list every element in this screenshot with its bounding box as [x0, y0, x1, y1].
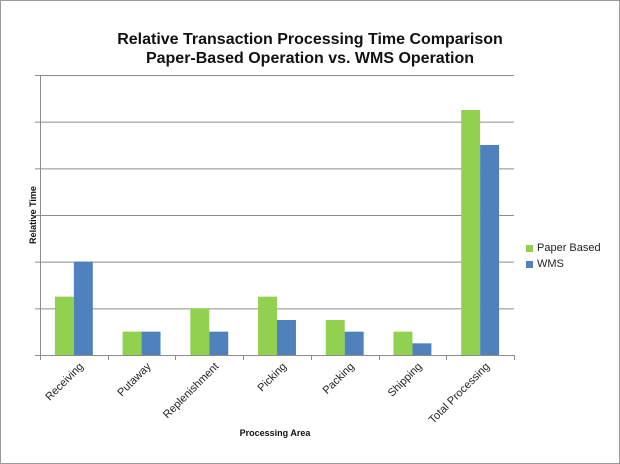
legend-swatch: [526, 260, 533, 268]
bar-paper-based-packing: [325, 320, 345, 355]
bar-paper-based-putaway: [122, 331, 142, 355]
bar-paper-based-total-processing: [461, 110, 481, 355]
legend-item-paper-based: Paper Based: [526, 240, 601, 256]
x-tick-label: Replenishment: [161, 361, 221, 421]
bar-wms-shipping: [412, 343, 432, 355]
chart-title-block: Relative Transaction Processing Time Com…: [0, 30, 620, 68]
x-tick-label: Packing: [321, 361, 357, 397]
chart-subtitle: Paper-Based Operation vs. WMS Operation: [145, 50, 475, 67]
bar-paper-based-receiving: [54, 296, 74, 355]
axes: [35, 75, 515, 360]
x-tick-label: Shipping: [386, 361, 425, 400]
legend-item-wms: WMS: [526, 256, 601, 272]
bar-wms-picking: [277, 320, 296, 355]
bars: [54, 110, 500, 355]
chart-title: Relative Transaction Processing Time Com…: [117, 31, 503, 48]
bar-paper-based-shipping: [393, 331, 413, 355]
gridlines: [40, 75, 514, 310]
legend: Paper Based WMS: [526, 240, 601, 272]
x-tick-label: Picking: [256, 361, 290, 395]
x-tick-label: Receiving: [43, 361, 86, 404]
bar-paper-based-replenishment: [190, 308, 210, 355]
bar-paper-based-picking: [258, 296, 277, 355]
x-axis-label: Processing Area: [240, 428, 312, 438]
bar-wms-putaway: [141, 331, 161, 355]
bar-wms-total-processing: [480, 145, 500, 355]
legend-label: Paper Based: [537, 242, 601, 254]
x-tick-label: Total Processing: [427, 361, 493, 427]
legend-swatch: [526, 244, 533, 252]
bar-wms-packing: [344, 331, 364, 355]
bar-wms-receiving: [73, 261, 93, 355]
legend-label: WMS: [537, 258, 564, 270]
x-tick-labels: Receiving Putaway Replenishment Picking Pack…: [43, 360, 492, 426]
y-axis-label: Relative Time: [28, 186, 38, 244]
x-tick-label: Putaway: [115, 360, 154, 399]
bar-wms-replenishment: [209, 331, 229, 355]
